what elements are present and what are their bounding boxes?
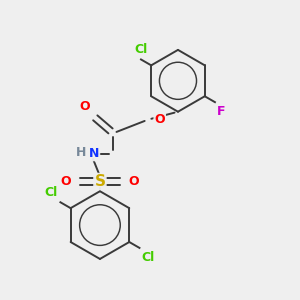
Text: N: N [89,147,99,160]
Text: S: S [94,174,105,189]
Text: Cl: Cl [45,186,58,199]
Text: F: F [217,104,226,118]
Text: Cl: Cl [141,251,154,264]
Text: O: O [128,175,139,188]
Text: O: O [79,100,90,113]
Text: Cl: Cl [134,43,148,56]
Text: H: H [76,146,87,159]
Text: O: O [61,175,71,188]
Text: O: O [154,112,165,126]
